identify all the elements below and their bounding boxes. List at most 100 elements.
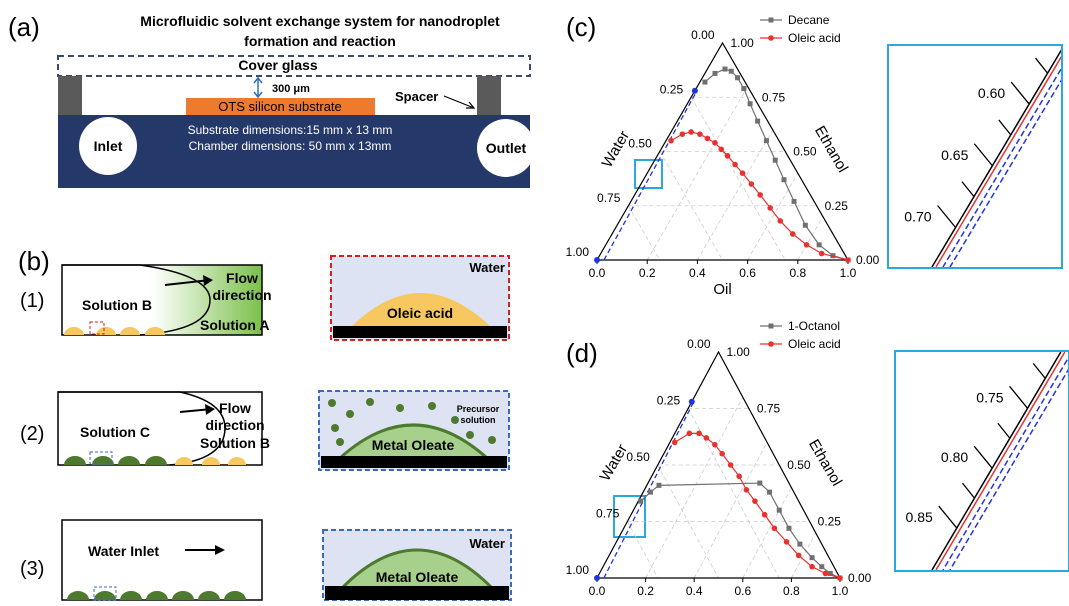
marker	[735, 75, 740, 80]
water-tick-label: 0.00	[691, 28, 715, 42]
water-tick-label: 0.75	[597, 191, 621, 205]
marker	[687, 431, 693, 437]
marker	[752, 498, 758, 504]
outlet-label: Outlet	[486, 140, 527, 156]
solution-label: Solution B	[82, 297, 152, 313]
marker	[755, 119, 760, 124]
oil-tick-label: 0.0	[589, 266, 606, 280]
oil-tick-label: 0.2	[637, 584, 654, 598]
marker	[810, 555, 815, 560]
marker	[837, 575, 843, 581]
spacer-label: Spacer	[395, 89, 438, 104]
boundary-dot	[692, 88, 698, 94]
marker	[773, 158, 778, 163]
legend-label: Oleic acid	[788, 31, 841, 45]
marker	[809, 564, 815, 570]
legend-label: 1-Octanol	[788, 319, 840, 333]
marker	[757, 192, 763, 198]
panel-label: (b)	[18, 246, 50, 276]
grid-line	[743, 488, 792, 578]
flow-label: Flow	[226, 270, 258, 286]
water-tick-label: 0.25	[657, 394, 681, 408]
oil-tick-label: 0.4	[689, 266, 706, 280]
grid-line	[691, 97, 785, 260]
marker	[772, 525, 778, 531]
marker	[819, 564, 824, 569]
marker	[748, 101, 753, 106]
inset	[888, 45, 1062, 268]
figure: (a) Microfluidic solvent exchange system…	[0, 0, 1069, 601]
marker	[784, 539, 790, 545]
marker	[790, 231, 796, 237]
boundary-dot	[594, 257, 600, 263]
substrate	[321, 456, 507, 468]
marker	[764, 138, 769, 143]
ethanol-tick-label: 0.50	[787, 458, 811, 472]
marker	[672, 440, 678, 446]
ethanol-tick-label: 1.00	[727, 345, 751, 359]
marker	[725, 153, 731, 159]
marker	[702, 80, 707, 85]
dims: Substrate dimensions:15 mm x 13 mm	[188, 123, 393, 137]
droplets	[175, 457, 246, 465]
spacer	[58, 76, 82, 115]
cover-label: Cover glass	[238, 57, 318, 73]
substrate	[325, 586, 509, 600]
water-tick-label: 0.50	[626, 450, 650, 464]
marker	[796, 553, 802, 559]
legend-label: Oleic acid	[788, 337, 841, 351]
ethanol-tick-label: 1.00	[731, 36, 755, 50]
oil-tick-label: 0.4	[686, 584, 703, 598]
marker	[740, 170, 746, 176]
water-tick-label: 1.00	[566, 563, 590, 577]
oil-tick-label: 0.6	[734, 584, 751, 598]
oil-tick-label: 0.6	[739, 266, 756, 280]
marker	[729, 69, 734, 74]
marker	[719, 451, 725, 457]
marker	[781, 177, 786, 182]
ethanol-tick-label: 0.75	[757, 402, 781, 416]
inset-tick-label: 0.60	[978, 85, 1005, 101]
marker	[680, 131, 686, 137]
inset-tick-label: 0.70	[904, 208, 931, 224]
marker	[817, 242, 822, 247]
marker	[741, 86, 746, 91]
solution-label: Solution B	[200, 435, 270, 451]
marker	[712, 140, 718, 146]
ethanol-tick-label: 0.75	[762, 90, 786, 104]
marker	[845, 257, 851, 263]
pointer	[444, 96, 474, 108]
ethanol-tick-label: 0.25	[818, 515, 842, 529]
ethanol-tick-label: 0.00	[856, 253, 880, 267]
title: Microfluidic solvent exchange system for…	[140, 13, 500, 29]
substrate-label: OTS silicon substrate	[218, 99, 342, 114]
dims: Chamber dimensions: 50 mm x 13mm	[189, 139, 392, 153]
step-number: (3)	[20, 558, 44, 580]
page: (a) Microfluidic solvent exchange system…	[0, 0, 1069, 606]
inset-tick-label: 0.85	[906, 509, 933, 525]
droplet-label: Metal Oleate	[372, 437, 455, 453]
marker	[688, 129, 694, 135]
marker	[792, 199, 797, 204]
water-tick-label: 0.25	[660, 82, 684, 96]
grid-line	[748, 173, 798, 260]
water-tick-label: 1.00	[566, 245, 590, 259]
flow-label: direction	[205, 417, 264, 433]
step-number: (1)	[20, 290, 44, 312]
marker	[728, 462, 734, 468]
inset	[895, 351, 1069, 571]
ethanol-tick-label: 0.00	[848, 571, 872, 585]
flow-label: Flow	[219, 400, 251, 416]
axis-title: Ethanol	[811, 123, 851, 176]
water-tick-label: 0.50	[628, 137, 652, 151]
oil-tick-label: 0.8	[789, 266, 806, 280]
panel-label: (c)	[566, 12, 596, 42]
marker	[732, 162, 738, 168]
substrate	[333, 326, 507, 338]
marker	[668, 138, 674, 144]
axis-title: Ethanol	[805, 436, 845, 489]
legend-marker	[768, 35, 774, 41]
oil-tick-label: 1.0	[840, 266, 857, 280]
marker	[757, 481, 762, 486]
axis-title: Oil	[713, 281, 731, 298]
